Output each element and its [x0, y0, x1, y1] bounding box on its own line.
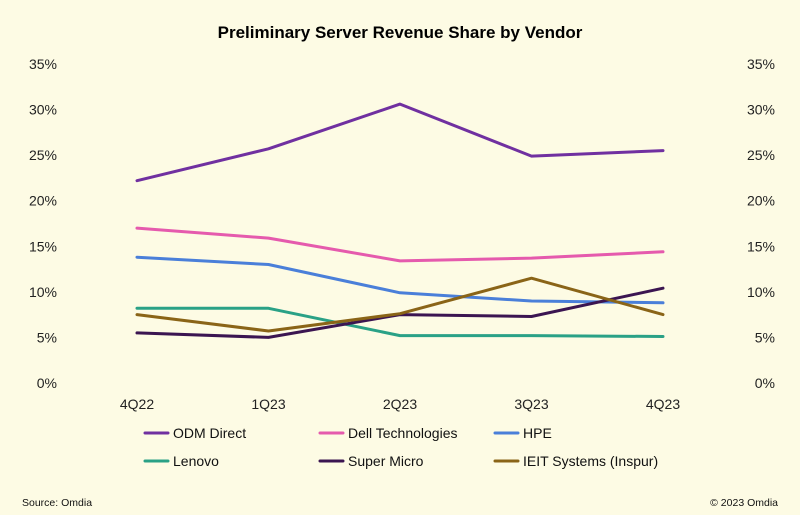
legend-label: Super Micro	[348, 453, 424, 469]
legend-label: ODM Direct	[173, 425, 246, 441]
y-tick-label-left: 25%	[29, 147, 57, 163]
x-tick-label: 4Q22	[120, 396, 154, 412]
y-tick-label-right: 5%	[755, 329, 775, 345]
legend-label: Dell Technologies	[348, 425, 457, 441]
y-tick-label-right: 15%	[747, 238, 775, 254]
y-axis-left: 0% 5% 10% 15% 20% 25% 30% 35%	[29, 56, 57, 391]
y-tick-label-left: 10%	[29, 284, 57, 300]
y-axis-right: 0% 5% 10% 15% 20% 25% 30% 35%	[747, 56, 775, 391]
y-tick-label-left: 35%	[29, 56, 57, 72]
legend-item: Lenovo	[143, 453, 219, 469]
legend-item: Super Micro	[318, 453, 424, 469]
source-note: Source: Omdia	[22, 497, 92, 509]
y-tick-label-right: 25%	[747, 147, 775, 163]
y-tick-label-right: 30%	[747, 102, 775, 118]
legend-item: ODM Direct	[143, 425, 246, 441]
y-tick-label-right: 0%	[755, 375, 775, 391]
y-tick-label-right: 20%	[747, 193, 775, 209]
y-tick-label-left: 30%	[29, 102, 57, 118]
y-tick-label-right: 10%	[747, 284, 775, 300]
series-line-ieit-systems-inspur	[135, 276, 665, 333]
chart-title: Preliminary Server Revenue Share by Vend…	[218, 23, 583, 42]
legend-label: Lenovo	[173, 453, 219, 469]
legend-item: HPE	[493, 425, 552, 441]
legend-item: IEIT Systems (Inspur)	[493, 453, 658, 469]
legend-label: HPE	[523, 425, 552, 441]
copyright-note: © 2023 Omdia	[710, 497, 778, 509]
y-tick-label-left: 0%	[37, 375, 57, 391]
series-line-dell-technologies	[135, 226, 665, 263]
y-tick-label-right: 35%	[747, 56, 775, 72]
y-tick-label-left: 5%	[37, 329, 57, 345]
x-tick-label: 3Q23	[514, 396, 548, 412]
legend-label: IEIT Systems (Inspur)	[523, 453, 658, 469]
series-line-hpe	[135, 255, 665, 305]
legend-item: Dell Technologies	[318, 425, 457, 441]
legend: ODM Direct Dell Technologies HPE Lenovo Supe…	[143, 425, 658, 469]
x-tick-label: 4Q23	[646, 396, 680, 412]
y-tick-label-left: 20%	[29, 193, 57, 209]
series-line-odm-direct	[135, 102, 665, 183]
series-lines	[135, 102, 665, 339]
x-tick-label: 1Q23	[251, 396, 285, 412]
y-tick-label-left: 15%	[29, 238, 57, 254]
x-tick-label: 2Q23	[383, 396, 417, 412]
series-line-lenovo	[135, 306, 665, 338]
x-axis: 4Q22 1Q23 2Q23 3Q23 4Q23	[120, 396, 680, 412]
